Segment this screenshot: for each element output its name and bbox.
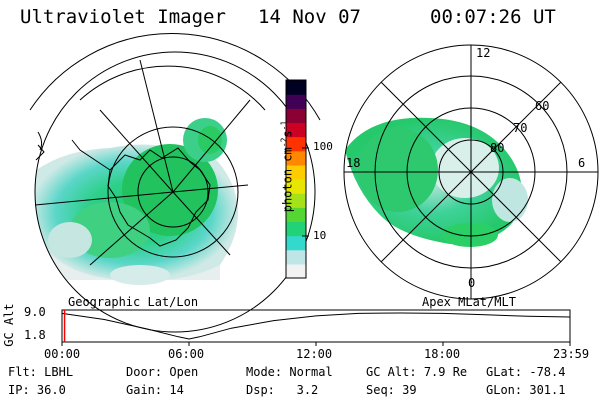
status-filter: Flt: LBHL xyxy=(8,365,74,379)
colorbar-tick-10: 10 xyxy=(313,229,327,242)
status-mode: Mode: Normal xyxy=(246,365,333,379)
colorbar xyxy=(285,79,309,279)
colorbar-segment xyxy=(286,235,306,251)
colorbar-gradient xyxy=(286,80,306,279)
colorbar-segment xyxy=(286,179,306,194)
mlat-label-60: 60 xyxy=(535,99,550,113)
geographic-panel-label: Geographic Lat/Lon xyxy=(68,295,199,309)
mlt-label-0: 0 xyxy=(468,276,476,290)
altitude-series-line xyxy=(61,312,571,340)
status-gc-alt: GC Alt: 7.9 Re xyxy=(366,365,468,379)
altitude-ylabel: GC Alt xyxy=(2,303,16,347)
peninsula-coastline xyxy=(71,139,111,171)
colorbar-segment xyxy=(286,193,306,208)
geographic-meridians xyxy=(34,59,251,266)
mlt-label-12: 12 xyxy=(476,46,491,60)
status-glat: GLat: -78.4 xyxy=(486,365,566,379)
altitude-xtick-2: 12:00 xyxy=(296,347,333,361)
status-gain: Gain: 14 xyxy=(126,383,184,397)
status-dsp: Dsp: 3.2 xyxy=(246,383,319,397)
colorbar-segment xyxy=(286,249,306,265)
status-glon: GLon: 301.1 xyxy=(486,383,566,397)
altitude-xtick-4: 23:59 xyxy=(553,347,590,361)
observation-time: 00:07:26 UT xyxy=(430,6,556,28)
colorbar-segment xyxy=(286,164,306,180)
observation-date: 14 Nov 07 xyxy=(258,6,361,28)
magnetic-panel-label: Apex MLat/MLT xyxy=(422,295,516,309)
altitude-xtick-1: 06:00 xyxy=(168,347,205,361)
colorbar-label: photon cm-2s-1 xyxy=(279,120,295,213)
instrument-title: Ultraviolet Imager xyxy=(20,6,226,28)
magnetic-polar-map xyxy=(343,44,599,300)
colorbar-segment xyxy=(286,263,306,279)
colorbar-tick-100: 100 xyxy=(313,140,333,153)
colorbar-segment xyxy=(286,94,306,109)
altitude-ytick-min: 1.8 xyxy=(24,328,46,342)
geographic-aurora-image xyxy=(35,118,238,285)
south-america-coastline xyxy=(35,131,45,161)
status-door: Door: Open xyxy=(126,365,199,379)
colorbar-segment xyxy=(286,150,306,166)
status-ip: IP: 36.0 xyxy=(8,383,66,397)
colorbar-segment xyxy=(286,136,306,152)
altitude-ytick-max: 9.0 xyxy=(24,305,46,319)
colorbar-segment xyxy=(286,108,306,124)
antarctica-coastline xyxy=(107,147,211,247)
magnetic-aurora-image xyxy=(345,117,528,247)
colorbar-segment xyxy=(286,207,306,223)
geographic-map xyxy=(29,33,321,333)
mlt-label-6: 6 xyxy=(578,156,586,170)
status-seq: Seq: 39 xyxy=(366,383,417,397)
geographic-disk-outline xyxy=(34,51,316,333)
colorbar-segment xyxy=(286,221,306,237)
altitude-plot xyxy=(61,309,571,346)
colorbar-segment xyxy=(286,80,306,95)
altitude-xtick-3: 18:00 xyxy=(424,347,461,361)
mlat-label-80: 80 xyxy=(490,141,505,155)
mlat-label-70: 70 xyxy=(513,121,528,135)
mlt-label-18: 18 xyxy=(346,156,361,170)
altitude-xtick-0: 00:00 xyxy=(44,347,81,361)
colorbar-segment xyxy=(286,122,306,138)
mlt-meridians xyxy=(344,45,598,299)
